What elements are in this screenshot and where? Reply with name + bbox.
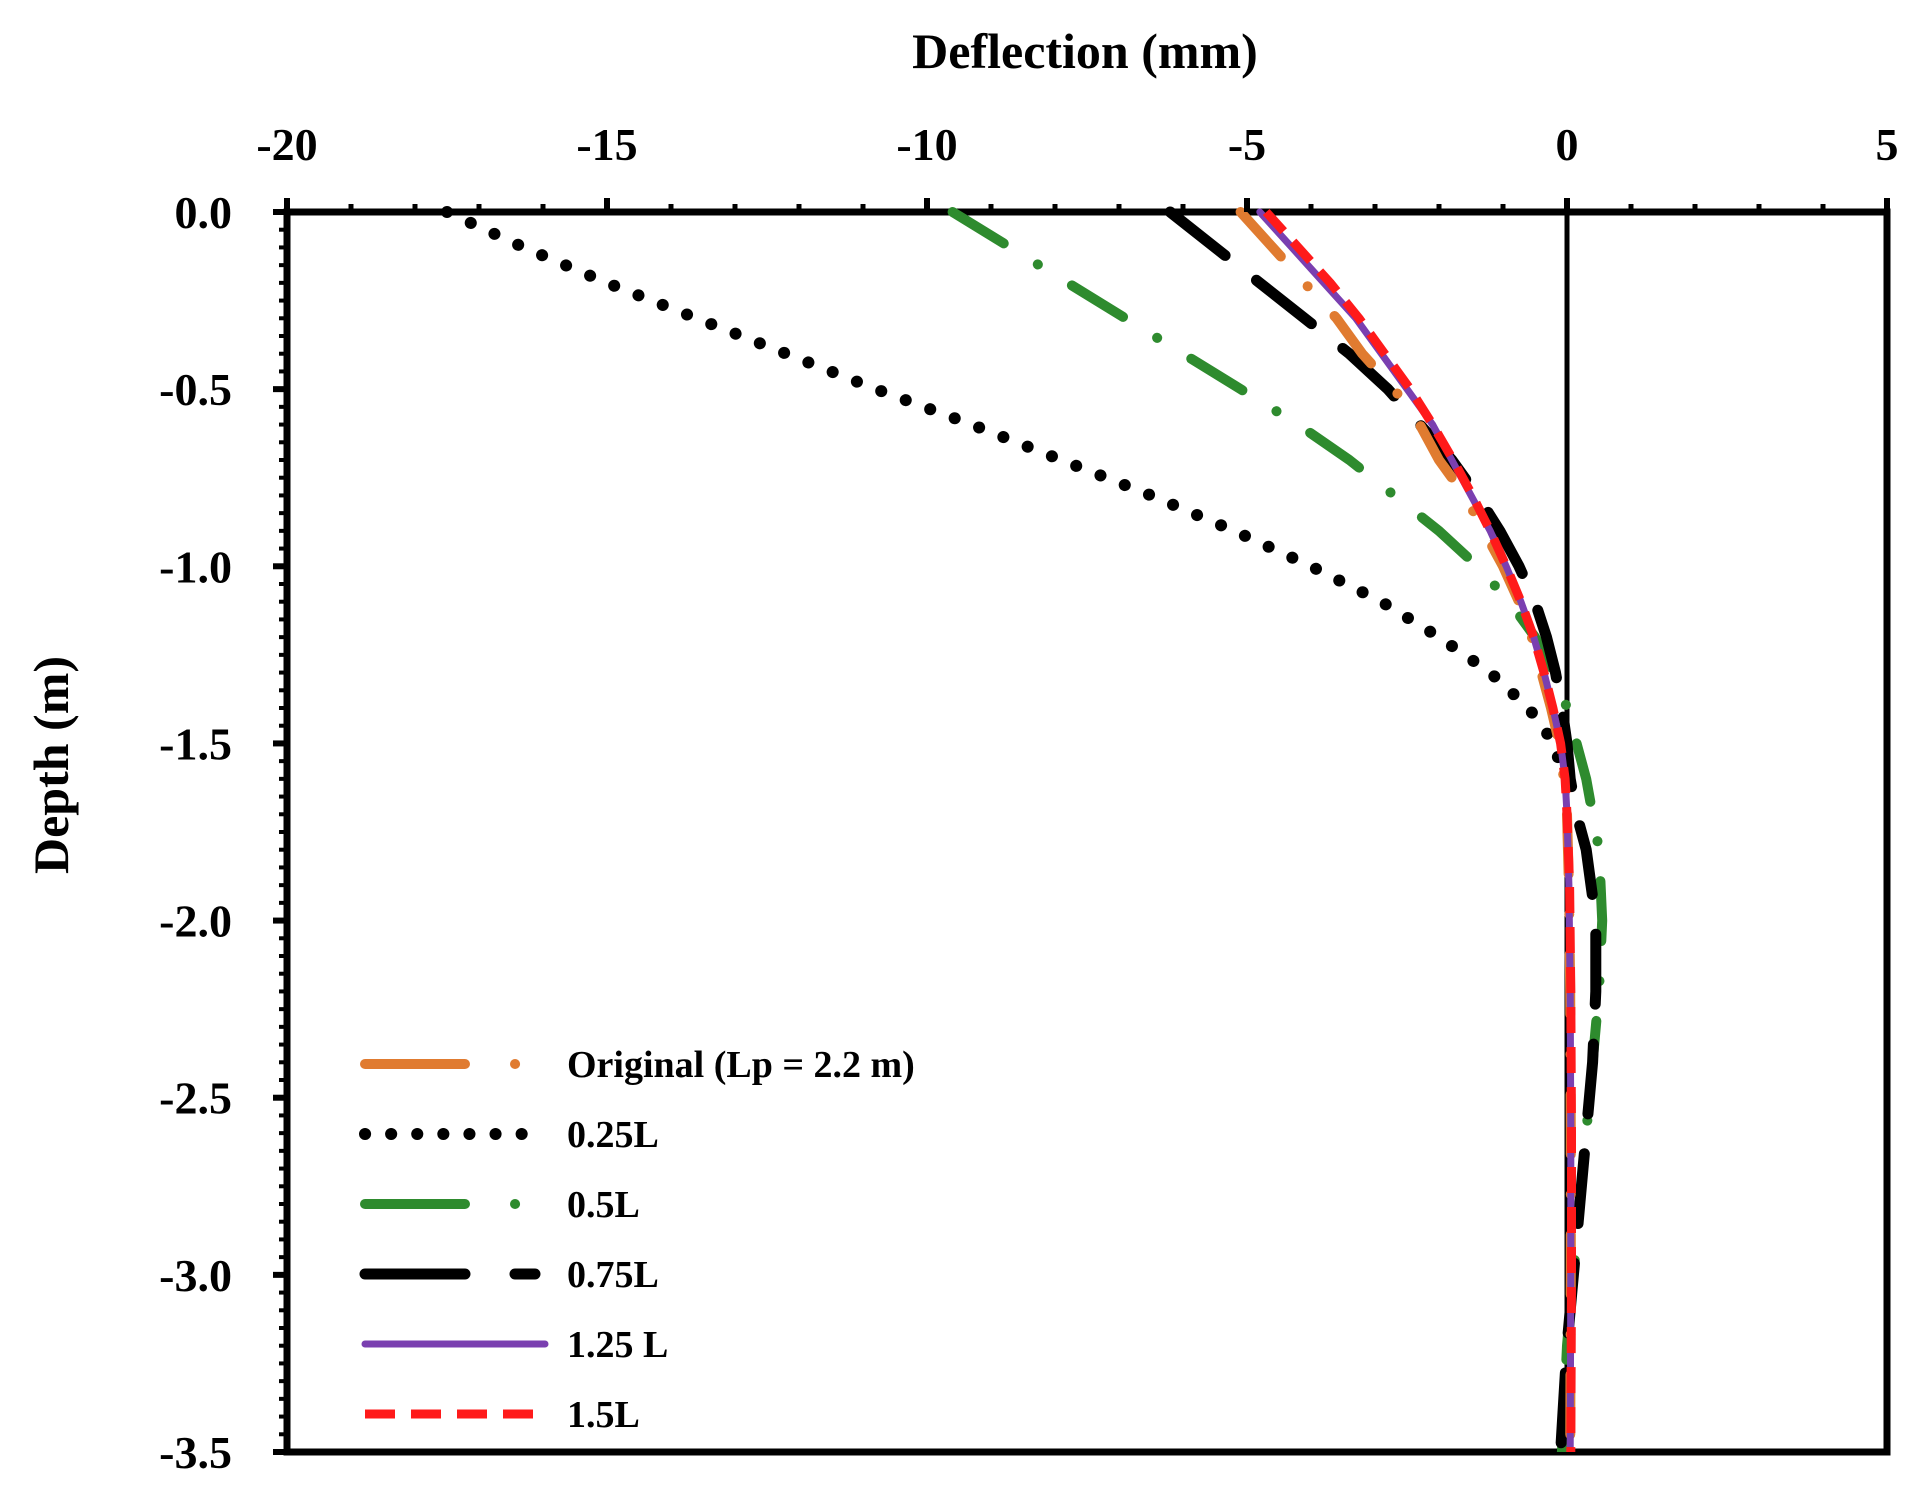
- legend-label: 0.5L: [567, 1184, 640, 1226]
- series-layer: [441, 206, 1608, 1452]
- x-axis-title: Deflection (mm): [912, 23, 1258, 79]
- y-tick-label: 0.0: [175, 187, 233, 238]
- series-line-1-5l: [1262, 208, 1576, 1452]
- y-tick-label: -3.5: [159, 1427, 232, 1478]
- x-tick-label: -10: [896, 119, 957, 170]
- y-tick-label: -2.0: [159, 896, 232, 947]
- legend-label: Original (Lp = 2.2 m): [567, 1044, 915, 1086]
- series-line-1-25-l: [1256, 208, 1575, 1452]
- x-tick-label: -5: [1228, 119, 1266, 170]
- y-tick-label: -3.0: [159, 1250, 232, 1301]
- legend-label: 1.5L: [567, 1394, 640, 1436]
- plot-border: [283, 208, 1891, 1456]
- series-line-0-5l: [947, 207, 1608, 1452]
- series-line-original-lp-2-2-m: [1235, 207, 1576, 1452]
- legend-label: 0.25L: [567, 1114, 659, 1156]
- ticks-layer: -20 -15 -10 -5 0 5 0.0 -0.5 -1.0 -1.5 -2.0 -2.5 -3.0…: [159, 119, 1898, 1478]
- legend: Original (Lp = 2.2 m) 0.25L 0.5L 0.75L 1.25 …: [359, 1044, 915, 1436]
- y-tick-label: -1.5: [159, 718, 232, 769]
- y-tick-label: -1.0: [159, 541, 232, 592]
- y-tick-label: -2.5: [159, 1073, 232, 1124]
- series-line-0-75l: [1164, 206, 1602, 1452]
- legend-label: 1.25 L: [567, 1324, 668, 1366]
- y-tick-label: -0.5: [159, 364, 232, 415]
- x-tick-label: 0: [1556, 119, 1579, 170]
- x-tick-label: -15: [576, 119, 637, 170]
- plot-frame: [283, 208, 1891, 1456]
- legend-label: 0.75L: [567, 1254, 659, 1296]
- y-axis-title: Depth (m): [23, 656, 79, 874]
- x-tick-label: -20: [256, 119, 317, 170]
- x-tick-label: 5: [1876, 119, 1899, 170]
- series-line-0-25l: [441, 206, 1570, 785]
